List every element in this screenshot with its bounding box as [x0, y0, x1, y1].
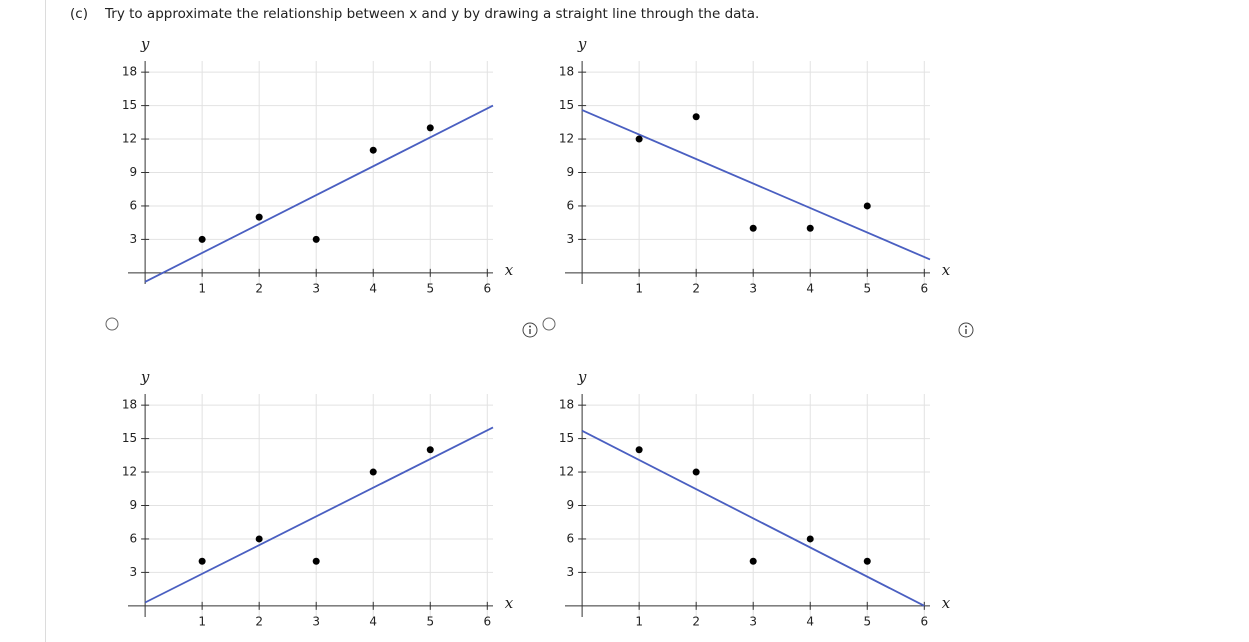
y-tick-label: 12 — [122, 465, 137, 479]
x-tick-label: 5 — [426, 614, 434, 628]
data-point — [863, 202, 871, 210]
data-point — [692, 468, 700, 476]
data-point — [198, 557, 206, 565]
x-tick-label: 2 — [692, 281, 700, 295]
data-point — [312, 235, 320, 243]
y-axis-label: y — [140, 35, 150, 53]
y-tick-label: 3 — [129, 565, 137, 579]
y-tick-label: 18 — [559, 65, 574, 79]
data-point — [749, 557, 757, 565]
data-point — [426, 124, 434, 132]
x-axis-label: x — [505, 594, 514, 612]
y-tick-label: 3 — [566, 232, 574, 246]
fit-line — [581, 109, 931, 261]
x-tick-label: 5 — [426, 281, 434, 295]
data-point — [806, 224, 814, 232]
y-tick-label: 18 — [559, 398, 574, 412]
data-point — [863, 557, 871, 565]
fit-line — [581, 429, 925, 607]
question-text: Try to approximate the relationship betw… — [104, 6, 759, 22]
data-point — [255, 213, 263, 221]
x-tick-label: 4 — [806, 614, 814, 628]
y-tick-label: 9 — [129, 165, 137, 179]
data-point — [806, 535, 814, 543]
x-axis-label: x — [505, 261, 514, 279]
data-point — [749, 224, 757, 232]
x-tick-label: 4 — [806, 281, 814, 295]
x-tick-label: 3 — [312, 614, 320, 628]
y-tick-label: 18 — [122, 398, 137, 412]
x-tick-label: 1 — [198, 281, 206, 295]
y-tick-label: 6 — [566, 198, 574, 212]
x-tick-label: 4 — [369, 281, 377, 295]
data-point — [312, 557, 320, 565]
y-tick-label: 6 — [129, 531, 137, 545]
y-tick-label: 15 — [122, 98, 137, 112]
y-tick-label: 9 — [566, 498, 574, 512]
data-point — [255, 535, 263, 543]
y-tick-label: 15 — [122, 431, 137, 445]
x-tick-label: 5 — [863, 614, 871, 628]
y-tick-label: 9 — [129, 498, 137, 512]
fit-line — [144, 104, 494, 283]
x-tick-label: 2 — [692, 614, 700, 628]
x-tick-label: 3 — [749, 614, 757, 628]
data-point — [369, 146, 377, 154]
data-point — [692, 113, 700, 121]
info-icon[interactable] — [958, 322, 974, 338]
y-tick-label: 12 — [559, 465, 574, 479]
x-tick-label: 5 — [863, 281, 871, 295]
radio-option[interactable] — [542, 317, 556, 331]
data-point — [369, 468, 377, 476]
y-tick-label: 3 — [129, 232, 137, 246]
y-axis-label: y — [577, 368, 587, 386]
fit-line — [144, 426, 494, 604]
y-axis-label: y — [577, 35, 587, 53]
y-axis-label: y — [140, 368, 150, 386]
x-tick-label: 6 — [483, 614, 491, 628]
x-tick-label: 3 — [312, 281, 320, 295]
x-tick-label: 1 — [635, 281, 643, 295]
x-tick-label: 6 — [483, 281, 491, 295]
x-tick-label: 1 — [198, 614, 206, 628]
y-tick-label: 3 — [566, 565, 574, 579]
data-point — [426, 446, 434, 454]
y-tick-label: 15 — [559, 98, 574, 112]
x-tick-label: 3 — [749, 281, 757, 295]
y-tick-label: 15 — [559, 431, 574, 445]
data-point — [198, 235, 206, 243]
x-tick-label: 1 — [635, 614, 643, 628]
y-tick-label: 12 — [559, 132, 574, 146]
y-tick-label: 6 — [129, 198, 137, 212]
x-tick-label: 6 — [920, 281, 928, 295]
question-label: (c) — [70, 6, 88, 22]
info-icon[interactable] — [522, 322, 538, 338]
x-axis-label: x — [942, 261, 951, 279]
x-tick-label: 4 — [369, 614, 377, 628]
x-axis-label: x — [942, 594, 951, 612]
x-tick-label: 2 — [255, 614, 263, 628]
data-point — [635, 446, 643, 454]
x-tick-label: 6 — [920, 614, 928, 628]
radio-option[interactable] — [105, 317, 119, 331]
x-tick-label: 2 — [255, 281, 263, 295]
data-point — [635, 135, 643, 143]
y-tick-label: 9 — [566, 165, 574, 179]
y-tick-label: 6 — [566, 531, 574, 545]
y-tick-label: 12 — [122, 132, 137, 146]
y-tick-label: 18 — [122, 65, 137, 79]
